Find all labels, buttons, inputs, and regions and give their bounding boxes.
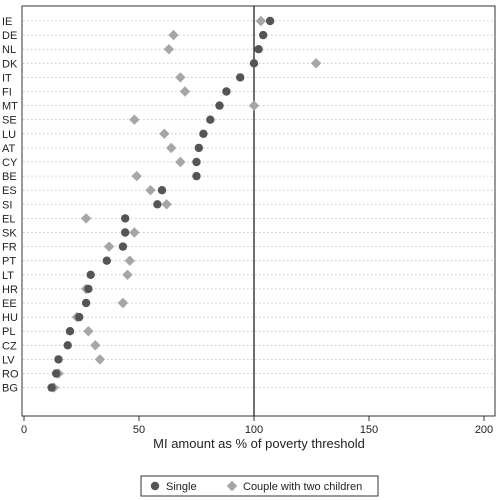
point-couple-cz: [90, 340, 101, 351]
point-single-el: [121, 214, 130, 223]
point-couple-fi: [179, 86, 191, 97]
point-couple-de: [168, 29, 179, 41]
point-couple-sk: [129, 227, 140, 238]
point-couple-pl: [83, 326, 94, 337]
point-single-ee: [81, 298, 91, 308]
point-single-lv: [54, 355, 63, 364]
y-tick-label-fr: FR: [2, 242, 17, 254]
y-tick-label-dk: DK: [2, 58, 18, 70]
point-single-cy: [192, 157, 201, 167]
y-tick-label-sk: SK: [2, 228, 17, 240]
point-couple-lv: [94, 354, 106, 365]
y-tick-label-be: BE: [2, 171, 17, 183]
point-single-si: [153, 200, 162, 209]
point-single-ro: [52, 369, 61, 378]
point-single-dk: [249, 59, 259, 68]
x-tick-label-100: 100: [245, 424, 263, 436]
point-couple-nl: [163, 44, 175, 55]
y-tick-label-lv: LV: [2, 354, 15, 366]
y-tick-label-hu: HU: [2, 312, 18, 324]
legend-label-single: Single: [166, 481, 197, 493]
legend-marker-single: [150, 481, 160, 491]
point-couple-be: [131, 170, 142, 182]
y-tick-label-it: IT: [2, 72, 12, 84]
y-tick-label-pl: PL: [2, 326, 15, 338]
grid-lines: [23, 20, 494, 389]
point-couple-fr: [103, 241, 115, 252]
point-single-es: [157, 186, 167, 195]
point-single-lu: [199, 129, 208, 138]
y-tick-label-at: AT: [2, 143, 16, 155]
x-axis-title: MI amount as % of poverty threshold: [153, 436, 365, 451]
point-couple-ee: [117, 297, 129, 309]
y-tick-label-cy: CY: [2, 157, 18, 169]
point-single-be: [192, 171, 201, 181]
point-single-fr: [118, 242, 128, 251]
x-tick-label-50: 50: [133, 424, 145, 436]
y-tick-label-lu: LU: [2, 129, 16, 141]
point-couple-dk: [310, 58, 322, 69]
y-tick-label-ro: RO: [2, 369, 19, 381]
point-single-lt: [86, 270, 95, 279]
point-single-it: [236, 73, 245, 82]
point-single-bg: [47, 383, 56, 392]
point-single-mt: [215, 101, 224, 110]
y-tick-label-lt: LT: [2, 270, 14, 282]
legend-label-couple: Couple with two children: [243, 481, 362, 493]
point-single-de: [259, 30, 268, 40]
y-tick-label-cz: CZ: [2, 340, 17, 352]
legend: Single Couple with two children: [140, 475, 379, 497]
y-tick-label-ie: IE: [2, 16, 12, 28]
point-couple-pt: [124, 255, 135, 266]
point-single-hu: [75, 312, 84, 322]
point-couple-cy: [175, 156, 186, 168]
point-couple-si: [161, 199, 172, 210]
point-single-fi: [222, 87, 231, 96]
y-tick-label-es: ES: [2, 185, 17, 197]
point-couple-mt: [248, 100, 260, 111]
point-single-nl: [254, 45, 263, 54]
point-single-se: [206, 115, 215, 124]
data-marks: [47, 15, 322, 393]
point-single-sk: [121, 228, 130, 237]
legend-marker-couple: [226, 480, 238, 492]
y-tick-label-hr: HR: [2, 284, 18, 296]
x-tick-label-150: 150: [360, 424, 378, 436]
point-couple-lu: [159, 128, 170, 139]
y-tick-label-de: DE: [2, 30, 17, 42]
y-tick-label-nl: NL: [2, 44, 16, 56]
y-tick-label-ee: EE: [2, 298, 17, 310]
point-couple-se: [129, 114, 140, 125]
point-single-ie: [265, 16, 275, 26]
y-axis-labels: IE DE NL DK IT FI MT SE LU AT CY BE ES SI EL SK FR PT LT HR…: [2, 16, 19, 395]
y-tick-label-se: SE: [2, 115, 17, 127]
point-single-pt: [102, 256, 112, 265]
point-couple-el: [80, 213, 92, 224]
point-couple-lt: [122, 269, 133, 280]
point-single-at: [194, 143, 203, 153]
y-tick-label-si: SI: [2, 199, 12, 211]
y-tick-label-bg: BG: [2, 383, 18, 395]
x-axis: 0 50 100 150 200: [21, 416, 493, 436]
point-couple-at: [166, 142, 177, 154]
x-tick-label-200: 200: [475, 424, 493, 436]
point-single-hr: [84, 284, 93, 294]
point-couple-ie: [255, 15, 267, 27]
y-tick-label-pt: PT: [2, 256, 16, 268]
x-tick-label-0: 0: [21, 424, 27, 436]
legend-box: [140, 475, 379, 497]
y-tick-label-el: EL: [2, 213, 15, 225]
point-couple-it: [175, 72, 186, 83]
point-single-pl: [65, 327, 75, 336]
y-tick-label-fi: FI: [2, 87, 12, 99]
y-tick-label-mt: MT: [2, 101, 18, 113]
point-couple-es: [145, 185, 156, 196]
point-single-cz: [63, 341, 72, 350]
plot-area: [21, 5, 496, 417]
